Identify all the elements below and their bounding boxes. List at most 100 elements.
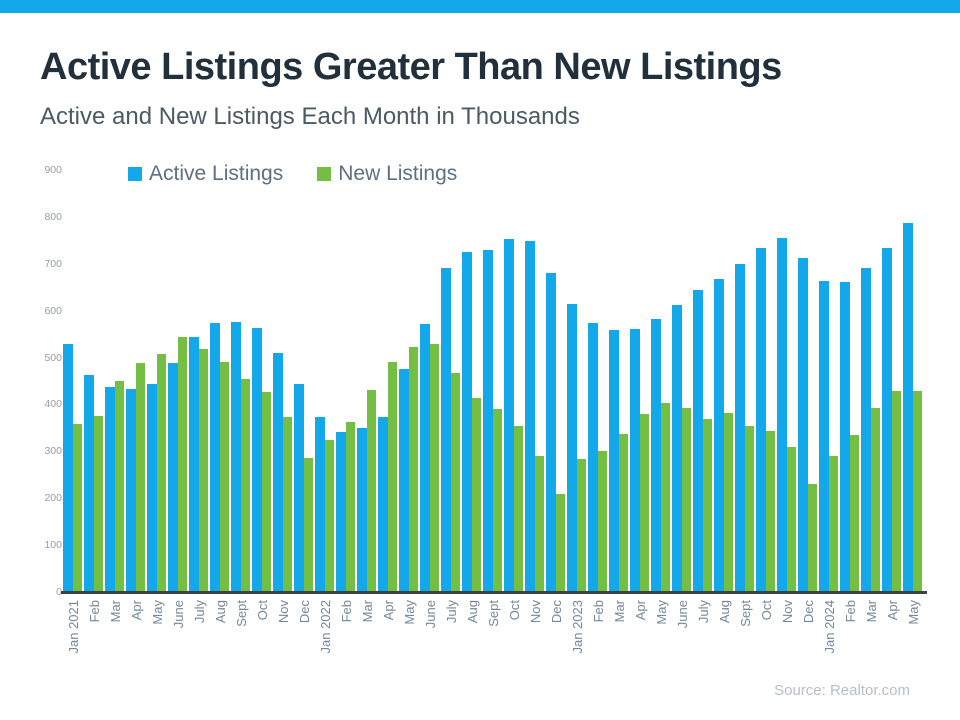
bar-new-listings — [366, 390, 376, 592]
bar-new-listings — [912, 391, 922, 592]
bar-new-listings — [744, 426, 754, 592]
x-tick-label: Mar — [107, 600, 123, 623]
bar-new-listings — [492, 409, 502, 592]
x-tick-label: July — [443, 600, 459, 624]
x-label-cell: May — [399, 600, 420, 625]
x-tick-label: Aug — [464, 600, 480, 624]
bar-group — [357, 170, 378, 592]
x-label-cell: Aug — [210, 600, 231, 623]
y-tick-label: 600 — [44, 304, 62, 317]
x-label-cell: Aug — [462, 600, 483, 623]
y-tick-label: 300 — [44, 445, 62, 458]
bar-new-listings — [282, 417, 292, 592]
bar-new-listings — [597, 451, 607, 592]
bar-new-listings — [555, 494, 565, 592]
bar-group — [294, 170, 315, 592]
bar-group — [189, 170, 210, 592]
x-label-cell: Jan 2022 — [315, 600, 336, 654]
bar-new-listings — [513, 426, 523, 592]
bar-new-listings — [177, 337, 187, 592]
bar-active-listings — [504, 239, 514, 592]
y-tick-label: 700 — [44, 257, 62, 270]
chart-legend: Active Listings New Listings — [128, 162, 457, 186]
bar-new-listings — [72, 424, 82, 592]
x-tick-label: Apr — [884, 600, 900, 621]
bar-new-listings — [618, 434, 628, 592]
bar-new-listings — [807, 484, 817, 592]
x-label-cell: July — [693, 600, 714, 623]
bar-active-listings — [756, 248, 766, 592]
bar-new-listings — [471, 398, 481, 592]
bar-new-listings — [891, 391, 901, 592]
x-tick-label: Mar — [611, 600, 627, 623]
bar-new-listings — [639, 414, 649, 592]
bar-group — [378, 170, 399, 592]
x-tick-label: June — [170, 600, 186, 629]
x-label-cell: Oct — [252, 600, 273, 620]
bar-active-listings — [294, 384, 304, 592]
bar-new-listings — [345, 422, 355, 592]
x-tick-label: Apr — [128, 600, 144, 621]
y-tick-label: 0 — [56, 586, 62, 598]
bar-active-listings — [273, 353, 283, 592]
legend-label-active-listings: Active Listings — [149, 162, 284, 185]
x-label-cell: Sept — [483, 600, 504, 627]
x-tick-label: Apr — [632, 600, 648, 621]
active-listings-swatch-icon — [128, 167, 142, 181]
x-label-cell: Mar — [861, 600, 882, 622]
x-tick-label: May — [653, 600, 669, 625]
bar-active-listings — [798, 258, 808, 592]
bar-group — [777, 170, 798, 592]
bar-new-listings — [114, 381, 124, 592]
bar-new-listings — [870, 408, 880, 592]
legend-label-new-listings: New Listings — [338, 162, 458, 185]
x-label-cell: Oct — [504, 600, 525, 620]
bar-active-listings — [819, 281, 829, 592]
y-tick-label: 900 — [44, 164, 62, 176]
bar-new-listings — [429, 344, 439, 592]
x-label-cell: Oct — [756, 600, 777, 620]
x-tick-label: Nov — [779, 600, 795, 624]
bar-new-listings — [576, 459, 586, 592]
y-tick-label: 200 — [44, 492, 62, 505]
bar-active-listings — [588, 323, 598, 592]
bar-group — [525, 170, 546, 592]
x-label-cell: May — [651, 600, 672, 625]
x-tick-label: Mar — [359, 600, 375, 623]
bar-new-listings — [240, 379, 250, 592]
bar-active-listings — [231, 322, 241, 592]
page-title: Active Listings Greater Than New Listing… — [40, 46, 782, 88]
y-tick-label: 100 — [44, 539, 62, 552]
x-tick-label: Apr — [380, 600, 396, 621]
bar-new-listings — [660, 403, 670, 592]
bar-active-listings — [252, 328, 262, 592]
bar-group — [84, 170, 105, 592]
new-listings-swatch-icon — [317, 167, 332, 181]
x-tick-label: Mar — [863, 600, 879, 623]
bar-active-listings — [714, 279, 724, 592]
bar-group — [609, 170, 630, 592]
x-tick-label: Nov — [527, 600, 543, 624]
x-tick-label: Aug — [212, 600, 228, 624]
bar-active-listings — [651, 319, 661, 592]
bar-active-listings — [462, 252, 472, 592]
bar-new-listings — [786, 447, 796, 592]
bar-group — [630, 170, 651, 592]
x-tick-label: Oct — [506, 600, 522, 621]
bar-group — [336, 170, 357, 592]
x-tick-label: Sept — [233, 600, 249, 627]
x-tick-label: May — [401, 600, 417, 625]
y-axis: 0 100 200 300 400 500 600 700 800 900 — [20, 164, 62, 598]
x-label-cell: Feb — [336, 600, 357, 622]
x-label-cell: June — [168, 600, 189, 628]
bar-group — [126, 170, 147, 592]
x-label-cell: May — [147, 600, 168, 625]
x-label-cell: Jan 2024 — [819, 600, 840, 654]
x-label-cell: Jan 2021 — [63, 600, 84, 654]
bar-group — [693, 170, 714, 592]
bar-group — [882, 170, 903, 592]
bar-group — [735, 170, 756, 592]
bar-new-listings — [849, 435, 859, 592]
bar-active-listings — [735, 264, 745, 592]
